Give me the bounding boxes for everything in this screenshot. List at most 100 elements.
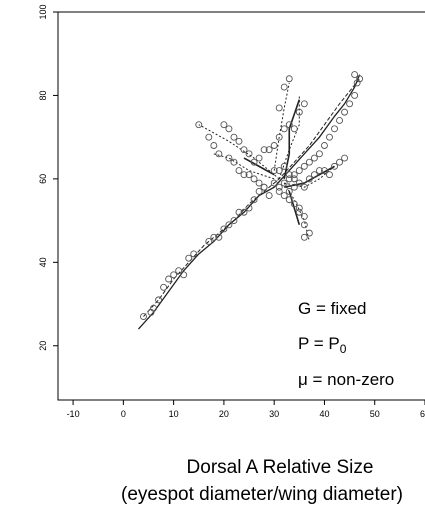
data-point (351, 91, 359, 99)
data-point (285, 75, 293, 83)
data-point (290, 200, 298, 208)
data-point (341, 108, 349, 116)
data-point (170, 271, 178, 279)
y-tick-label: 20 (38, 341, 48, 351)
data-point (331, 162, 338, 170)
data-point (300, 221, 308, 229)
data-point (175, 267, 183, 275)
data-point (245, 204, 253, 212)
annotation-p: P = P0 (298, 334, 347, 356)
data-point (351, 71, 359, 79)
solid-branch-line (284, 165, 335, 189)
data-point (245, 150, 253, 158)
y-tick-label: 80 (38, 90, 48, 100)
data-point (240, 171, 248, 179)
data-point (275, 167, 283, 174)
data-point (285, 187, 293, 195)
data-point (315, 167, 323, 174)
data-point (290, 171, 298, 179)
y-tick-label: 60 (38, 174, 48, 184)
data-point (255, 179, 263, 187)
x-axis-label-line1: Dorsal A Relative Size (187, 457, 374, 478)
data-point (160, 283, 168, 291)
data-point (290, 183, 298, 191)
data-point (280, 192, 288, 200)
data-point (150, 304, 157, 312)
x-tick-label: 40 (319, 409, 329, 419)
dotted-branch-line (198, 124, 280, 180)
annotation-p-main: P = P (298, 334, 340, 353)
data-point (346, 100, 354, 108)
data-point (285, 171, 293, 179)
data-point (280, 179, 288, 187)
data-point (260, 146, 268, 154)
data-point (295, 167, 303, 174)
data-point (260, 183, 268, 191)
data-point (321, 142, 328, 149)
data-point (285, 175, 293, 183)
data-point (215, 150, 223, 158)
data-point (195, 121, 203, 129)
data-point (275, 104, 283, 112)
data-point (336, 158, 343, 166)
data-point (230, 133, 238, 141)
data-point (255, 154, 263, 162)
data-point (270, 167, 278, 174)
data-point (140, 313, 147, 321)
main-trend-line (137, 74, 361, 330)
data-point (240, 208, 248, 216)
data-point (305, 158, 313, 166)
data-point (205, 133, 213, 141)
data-point (225, 125, 233, 133)
data-point (295, 208, 303, 216)
axes: -10 0 10 20 30 40 50 60 20 40 60 80 100 (38, 4, 425, 419)
data-point (155, 296, 162, 304)
data-point (305, 175, 313, 183)
x-tick-label: -10 (67, 409, 80, 419)
data-point (356, 75, 364, 83)
data-point (336, 117, 343, 124)
x-tick-label: 20 (219, 409, 229, 419)
data-point (326, 171, 333, 179)
data-point (315, 150, 323, 158)
x-tick-label: 50 (370, 409, 380, 419)
data-point (341, 154, 349, 162)
data-point (290, 125, 298, 133)
data-point (310, 154, 318, 162)
data-point (180, 271, 188, 279)
data-point (255, 187, 263, 195)
data-point (331, 125, 338, 133)
data-point (245, 171, 253, 179)
data-point (235, 137, 243, 145)
data-point (310, 171, 318, 179)
data-point (300, 183, 308, 191)
data-point (275, 183, 283, 191)
data-point (210, 142, 218, 149)
dotted-branch-line (283, 182, 310, 242)
data-point (280, 125, 288, 133)
data-point (230, 217, 238, 225)
annotation-mu: μ = non-zero (298, 370, 394, 389)
data-point (225, 154, 233, 162)
data-point (305, 229, 313, 237)
solid-branch-line (243, 157, 275, 176)
y-tick-label: 100 (38, 4, 48, 19)
data-point (290, 175, 298, 183)
data-point (300, 233, 308, 241)
data-point (220, 225, 228, 233)
data-point (250, 175, 258, 183)
dotted-branch-line (213, 153, 275, 180)
plot-frame (57, 11, 425, 401)
data-point (275, 187, 283, 195)
data-point (215, 233, 223, 241)
data-point (185, 254, 193, 262)
data-point (265, 146, 273, 154)
dotted-branch-line (278, 95, 300, 180)
data-point (265, 192, 273, 200)
x-axis-label-line2: (eyespot diameter/wing diameter) (121, 484, 403, 505)
data-point (280, 83, 288, 91)
data-point (285, 196, 293, 204)
data-point (235, 208, 243, 216)
data-point (285, 121, 293, 129)
data-point (190, 250, 198, 258)
